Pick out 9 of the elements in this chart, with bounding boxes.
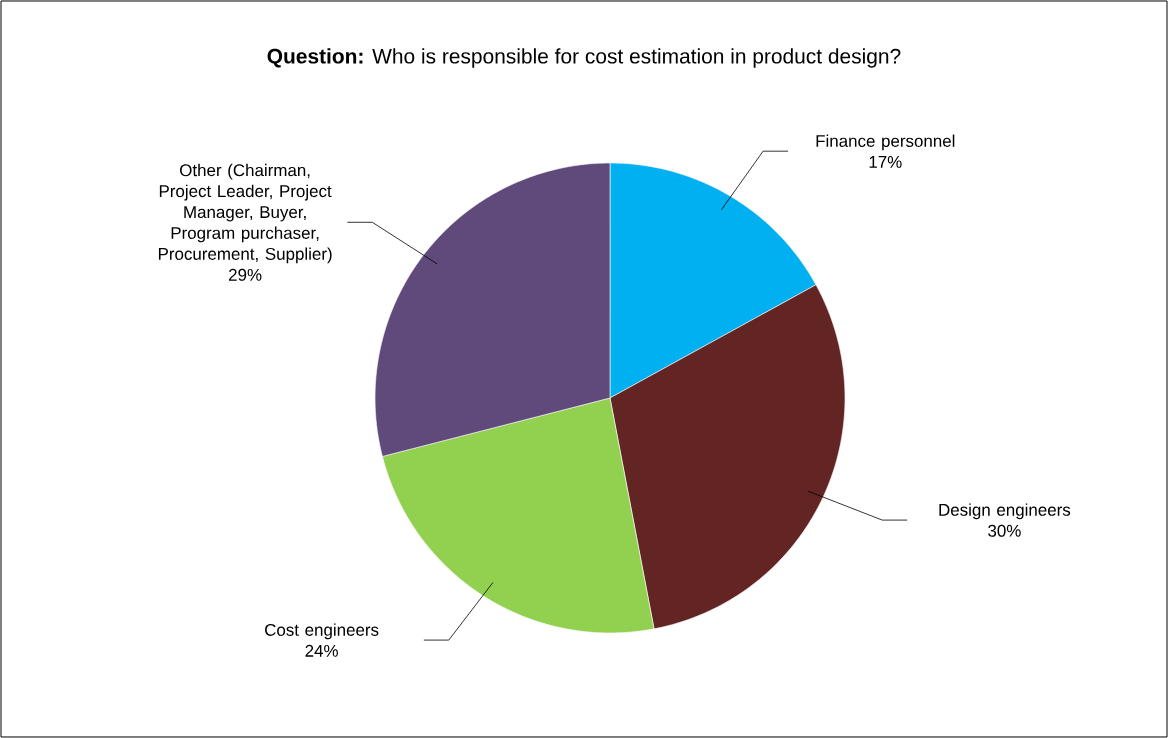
slice-label: Other (Chairman, Project Leader, Project Manager, Buyer, Program purchaser, Procurement, Supplier)	[158, 163, 332, 264]
data-label: 30%	[988, 524, 1021, 537]
data-label: 17%	[869, 155, 902, 168]
data-label: 24%	[305, 644, 338, 657]
chart-title: Question: Who is responsible for cost estimation in product design?	[267, 48, 901, 68]
slice-label: Finance personnel	[816, 134, 955, 151]
slice-label: Design engineers	[939, 503, 1071, 520]
data-label: 29%	[229, 268, 262, 281]
slice-label: Cost engineers	[265, 623, 379, 640]
